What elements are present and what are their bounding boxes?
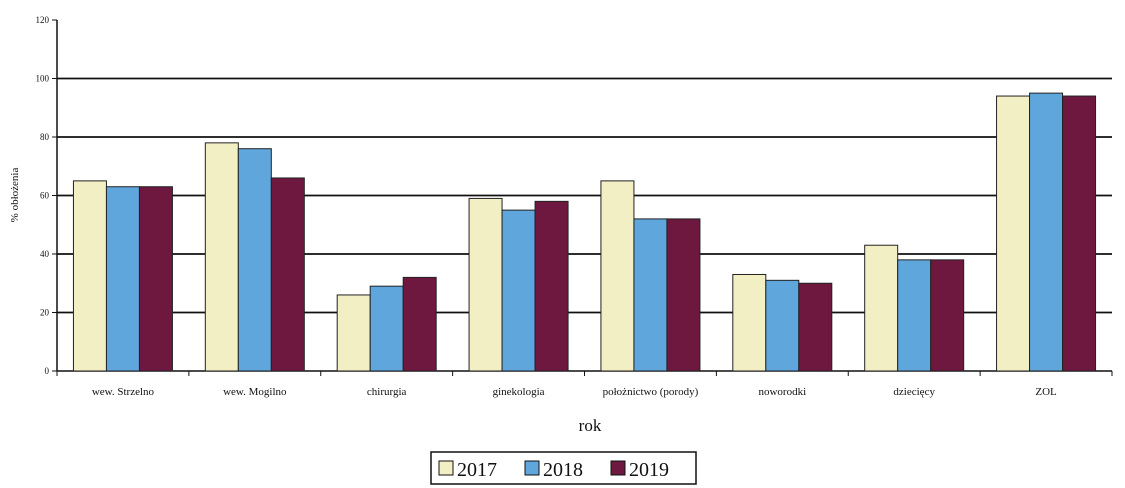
legend-swatch-2019 (610, 460, 626, 476)
bar-2017 (336, 294, 371, 372)
category-label: wew. Mogilno (223, 386, 287, 398)
bar-2017 (600, 180, 635, 372)
bar-2019 (798, 282, 833, 372)
y-tick-label-120: 120 (36, 15, 50, 25)
bar-2019 (138, 186, 173, 372)
category-label: chirurgia (367, 386, 407, 398)
category-label: położnictwo (porody) (603, 386, 699, 398)
bar-2019 (1062, 95, 1097, 372)
y-tick-label-60: 60 (40, 191, 50, 201)
bar-2017 (864, 244, 899, 372)
bars (72, 92, 1097, 372)
legend: 2017 2018 2019 (430, 451, 697, 485)
legend-label-2019: 2019 (629, 459, 669, 481)
y-tick-label-100: 100 (36, 74, 50, 84)
y-tick-label-20: 20 (40, 308, 50, 318)
y-tick-label-0: 0 (45, 366, 50, 376)
bar-2018 (1029, 92, 1064, 372)
category-label: dziecięcy (893, 386, 935, 398)
bar-2019 (270, 177, 305, 372)
legend-box (430, 451, 697, 485)
y-tick-labels: 0 20 40 60 80 100 120 (36, 15, 50, 376)
y-axis-label: % obłożenia (9, 168, 21, 223)
category-labels: wew. Strzelno wew. Mogilno chirurgia gineko… (92, 386, 1057, 398)
legend-label-2017: 2017 (457, 459, 497, 481)
legend-swatch-2018 (524, 460, 540, 476)
bar-2018 (633, 218, 668, 372)
category-label: noworodki (758, 386, 806, 398)
bar-2018 (105, 186, 140, 372)
bar-2017 (72, 180, 107, 372)
bar-2018 (369, 285, 404, 372)
category-label: ZOL (1035, 386, 1057, 398)
category-label: wew. Strzelno (92, 386, 155, 398)
bar-2018 (765, 279, 800, 372)
bar-2017 (204, 142, 239, 372)
category-label: ginekologia (493, 386, 545, 398)
y-tick-label-80: 80 (40, 132, 50, 142)
bar-2018 (897, 259, 932, 372)
x-axis-label: rok (579, 416, 602, 435)
bar-2017 (468, 197, 503, 372)
legend-label-2018: 2018 (543, 459, 583, 481)
bar-2017 (996, 95, 1031, 372)
bar-2019 (930, 259, 965, 372)
bar-2019 (402, 276, 437, 372)
bar-2018 (237, 148, 272, 372)
y-tick-label-40: 40 (40, 249, 50, 259)
bar-2019 (534, 200, 569, 372)
bar-2018 (501, 209, 536, 372)
legend-swatch-2017 (438, 460, 454, 476)
bar-2017 (732, 273, 767, 372)
bar-2019 (666, 218, 701, 372)
